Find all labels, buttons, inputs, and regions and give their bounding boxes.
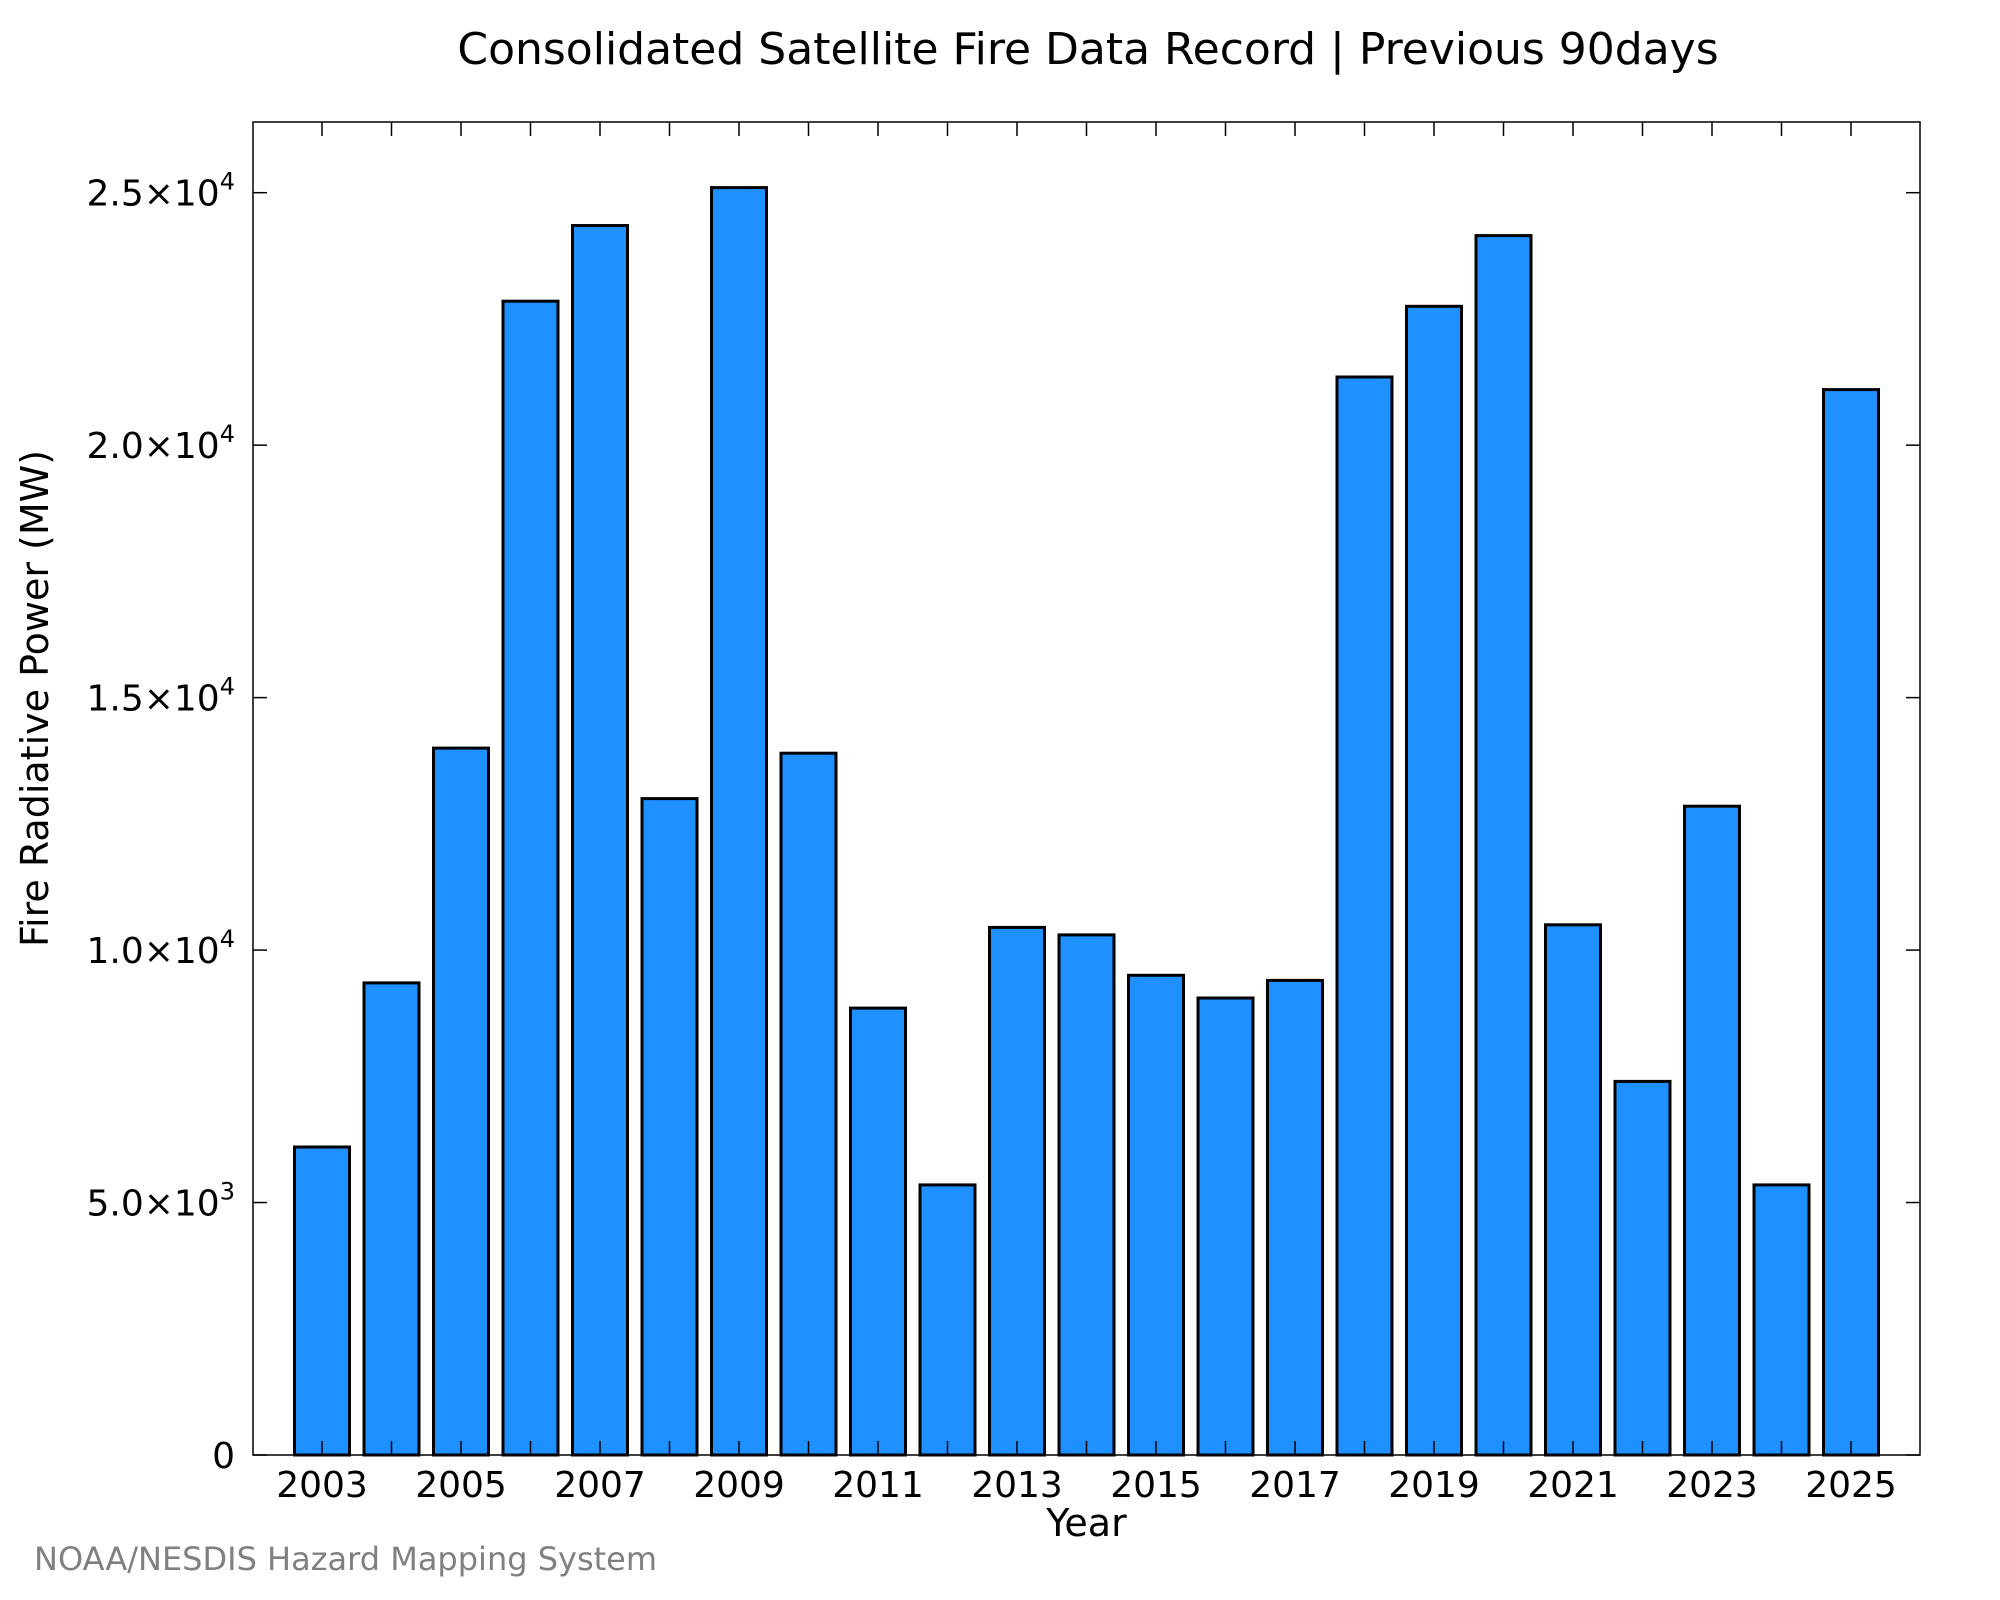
y-tick-label-25000: 2.5×104	[86, 168, 235, 215]
bar-2013	[988, 925, 1046, 1457]
x-tick-label-2023: 2023	[1666, 1465, 1758, 1506]
bar-2016	[1196, 996, 1255, 1457]
x-tick-label-2005: 2005	[415, 1465, 507, 1506]
bar-2014	[1057, 933, 1116, 1457]
bar-2023	[1683, 804, 1741, 1457]
x-axis-label: Year	[1045, 1501, 1127, 1545]
y-tick-label-10000: 1.0×104	[86, 925, 235, 972]
x-tick-label-2021: 2021	[1527, 1465, 1619, 1506]
bar-2003	[293, 1145, 351, 1457]
x-tick-label-2003: 2003	[276, 1465, 368, 1506]
bars-group	[293, 186, 1880, 1457]
x-tick-label-2009: 2009	[693, 1465, 785, 1506]
bar-2011	[849, 1006, 907, 1457]
bar-2020	[1474, 234, 1533, 1457]
bar-2005	[432, 746, 490, 1457]
y-axis-label: Fire Radiative Power (MW)	[13, 450, 57, 947]
bar-2008	[640, 797, 699, 1457]
bar-2017	[1266, 978, 1324, 1457]
bar-2022	[1613, 1079, 1672, 1457]
chart-title: Consolidated Satellite Fire Data Record …	[457, 24, 1718, 75]
bar-2010	[779, 751, 838, 1457]
x-tick-label-2011: 2011	[832, 1465, 924, 1506]
bar-2009	[710, 186, 768, 1457]
x-tick-label-2019: 2019	[1388, 1465, 1480, 1506]
plot-frame	[252, 121, 1921, 1456]
x-tick-label-2007: 2007	[554, 1465, 646, 1506]
bar-2012	[918, 1183, 977, 1457]
bar-2021	[1544, 923, 1602, 1457]
bar-2006	[501, 299, 560, 1457]
bar-2015	[1127, 973, 1185, 1457]
y-tick-label-20000: 2.0×104	[86, 420, 235, 467]
bar-2024	[1752, 1183, 1811, 1457]
y-axis-ticks: 0 5.0×103 1.0×104 1.5×104 2.0×104 2.5×104	[86, 168, 1920, 1477]
x-tick-label-2013: 2013	[971, 1465, 1063, 1506]
x-axis-ticks: 2003 2005 2007 2009 2011 2013 2015 2017 2019 2021…	[276, 122, 1897, 1506]
bar-2025	[1822, 388, 1880, 1457]
y-tick-label-0: 0	[212, 1436, 235, 1477]
y-tick-label-15000: 1.5×104	[86, 673, 235, 720]
bar-2007	[571, 224, 629, 1457]
x-tick-label-2025: 2025	[1805, 1465, 1897, 1506]
bar-2004	[362, 981, 421, 1457]
x-tick-label-2015: 2015	[1110, 1465, 1202, 1506]
credit-text: NOAA/NESDIS Hazard Mapping System	[34, 1540, 657, 1578]
y-tick-label-5000: 5.0×103	[86, 1178, 235, 1225]
bar-2019	[1405, 304, 1463, 1457]
bar-2018	[1335, 375, 1394, 1457]
x-tick-label-2017: 2017	[1249, 1465, 1341, 1506]
